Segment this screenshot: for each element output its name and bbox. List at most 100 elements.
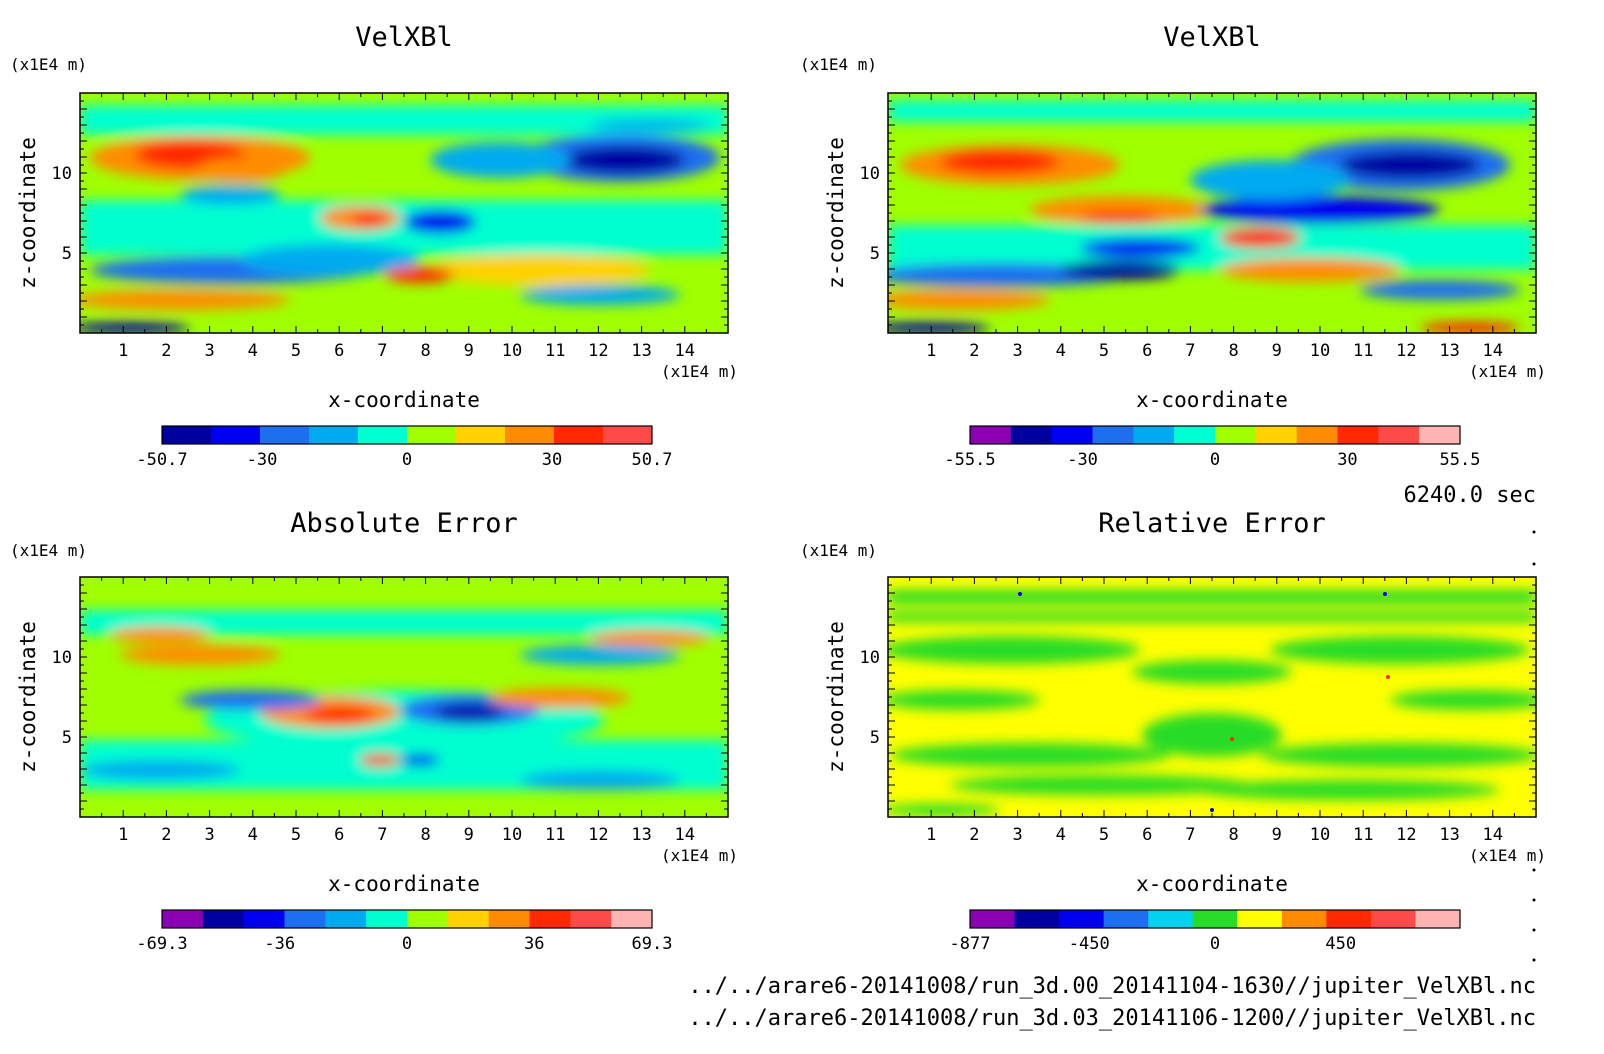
x-tick-label: 6 [334,825,344,845]
colorbar-tick-label: 0 [402,450,412,470]
colorbar-swatch [325,910,367,928]
chart-title: VelXBl [355,22,453,53]
colorbar-tick-label: -877 [950,934,991,954]
x-tick-label: 12 [1396,825,1416,845]
colorbar-swatch [970,910,1016,928]
colorbar-swatch [162,426,212,444]
y-unit-label: (x1E4 m) [10,541,87,560]
colorbar-tick-label: -50.7 [136,450,187,470]
x-tick-label: 9 [464,341,474,361]
colorbar: -877 -450 0 450 [950,909,1461,954]
x-tick-label: 5 [291,825,301,845]
x-tick-label: 1 [926,825,936,845]
colorbar-swatch [1370,910,1416,928]
y-axis-label: z-coordinate [16,621,40,773]
colorbar-swatch [309,426,359,444]
x-tick-label: 1 [118,825,128,845]
x-tick-label: 14 [1483,341,1503,361]
colorbar-frame [161,909,653,929]
x-unit-label: (x1E4 m) [1469,362,1546,381]
colorbar-swatch [1281,910,1327,928]
x-tick-label: 3 [1012,825,1022,845]
colorbar-tick-label: 36 [524,934,544,954]
x-tick-label: 7 [377,341,387,361]
x-tick-label: 7 [1185,341,1195,361]
colorbar-swatch [1337,426,1379,444]
colorbar-swatch [447,910,490,928]
chart-title: VelXBl [1163,22,1261,53]
x-unit-label: (x1E4 m) [1469,846,1546,865]
colorbar-tick-label: 69.3 [632,934,673,954]
colorbar-swatch [570,910,612,928]
x-tick-label: 9 [464,825,474,845]
y-axis-label: z-coordinate [16,137,40,289]
y-axis-label: z-coordinate [824,137,848,289]
colorbar-tick-label: 55.5 [1440,450,1481,470]
x-tick-label: 3 [204,341,214,361]
colorbar-swatch [1051,426,1093,444]
x-tick-label: 11 [1353,825,1373,845]
y-unit-label: (x1E4 m) [800,55,877,74]
chart-title: Relative Error [1098,508,1326,539]
x-tick-label: 4 [1056,341,1066,361]
colorbar-swatch [1378,426,1420,444]
panel-relative-error: Relative Error (x1E4 m) [800,508,1546,954]
colorbar-swatch [1415,910,1461,928]
x-tick-label: 9 [1272,341,1282,361]
colorbar-swatch [407,910,449,928]
contour-field [888,93,1536,333]
x-tick-label: 12 [588,341,608,361]
y-tick-label: 5 [870,244,880,264]
colorbar-swatch [1133,426,1175,444]
x-tick-label: 13 [631,341,651,361]
y-axis-label: z-coordinate [824,621,848,773]
x-tick-label: 2 [161,825,171,845]
colorbar-swatch [1059,910,1105,928]
colorbar-tick-label: 30 [542,450,562,470]
x-tick-label: 13 [1439,825,1459,845]
colorbar: -55.5 -30 0 30 55.5 [944,425,1481,470]
x-tick-label: 3 [1012,341,1022,361]
y-tick-label: 10 [860,164,880,184]
colorbar-swatch [505,426,555,444]
colorbar-swatch [202,910,245,928]
y-tick-label: 5 [62,244,72,264]
x-tick-label: 11 [545,825,565,845]
x-tick-label: 10 [1310,341,1330,361]
colorbar-swatch [1296,426,1338,444]
colorbar-swatch [529,910,571,928]
x-tick-label: 11 [1353,341,1373,361]
x-axis-label: x-coordinate [328,388,480,412]
colorbar-swatch [366,910,408,928]
x-tick-label: 6 [1142,825,1152,845]
y-tick-label: 10 [860,648,880,668]
colorbar-swatch [1010,426,1053,444]
y-unit-label: (x1E4 m) [10,55,87,74]
x-unit-label: (x1E4 m) [661,846,738,865]
colorbar-swatch [1326,910,1372,928]
colorbar-swatch [243,910,285,928]
colorbar-tick-label: 450 [1325,934,1356,954]
x-tick-label: 12 [588,825,608,845]
colorbar-tick-label: 50.7 [632,450,673,470]
panel-velxbl-2: VelXBl (x1E4 m) [800,22,1546,470]
file-path-1: ../../arare6-20141008/run_3d.00_20141104… [688,974,1536,999]
x-tick-label: 4 [1056,825,1066,845]
x-tick-label: 13 [1439,341,1459,361]
colorbar-swatch [1092,426,1134,444]
x-tick-label: 9 [1272,825,1282,845]
colorbar-swatch [284,910,326,928]
x-tick-label: 4 [248,825,258,845]
colorbar-tick-label: 0 [402,934,412,954]
time-label: 6240.0 sec [1404,483,1536,508]
x-tick-label: 5 [291,341,301,361]
colorbar-tick-label: -30 [1067,450,1098,470]
colorbar-swatch [1255,426,1298,444]
x-tick-label: 8 [420,341,430,361]
colorbar-swatch [1237,910,1283,928]
y-tick-label: 10 [52,164,72,184]
